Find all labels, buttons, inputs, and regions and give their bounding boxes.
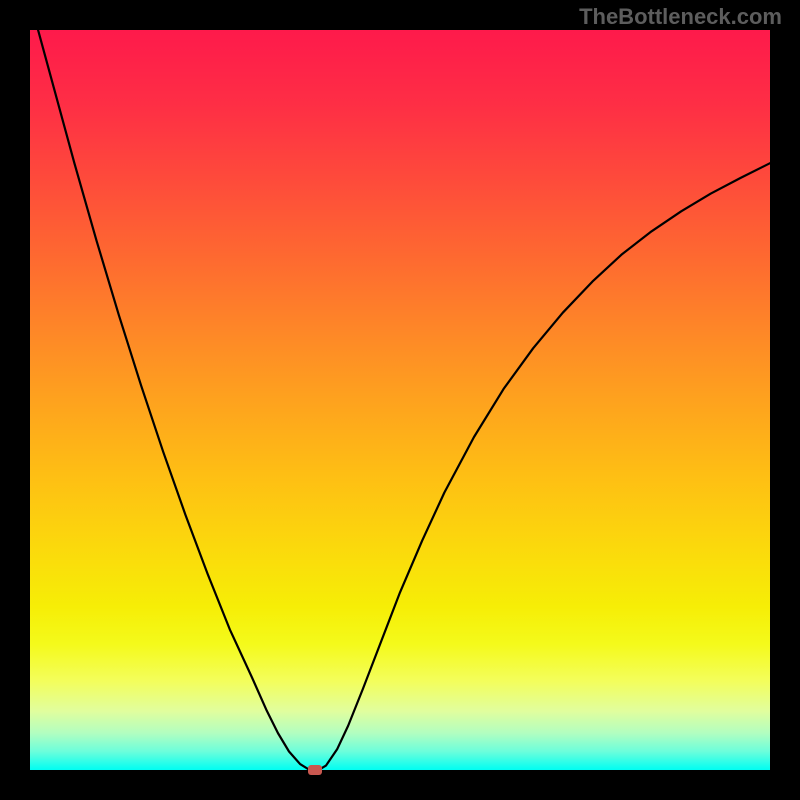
optimum-marker (308, 765, 322, 775)
bottleneck-curve (30, 30, 770, 770)
curve-svg (30, 30, 770, 770)
chart-frame: TheBottleneck.com (0, 0, 800, 800)
plot-area (30, 30, 770, 770)
watermark-text: TheBottleneck.com (579, 4, 782, 30)
